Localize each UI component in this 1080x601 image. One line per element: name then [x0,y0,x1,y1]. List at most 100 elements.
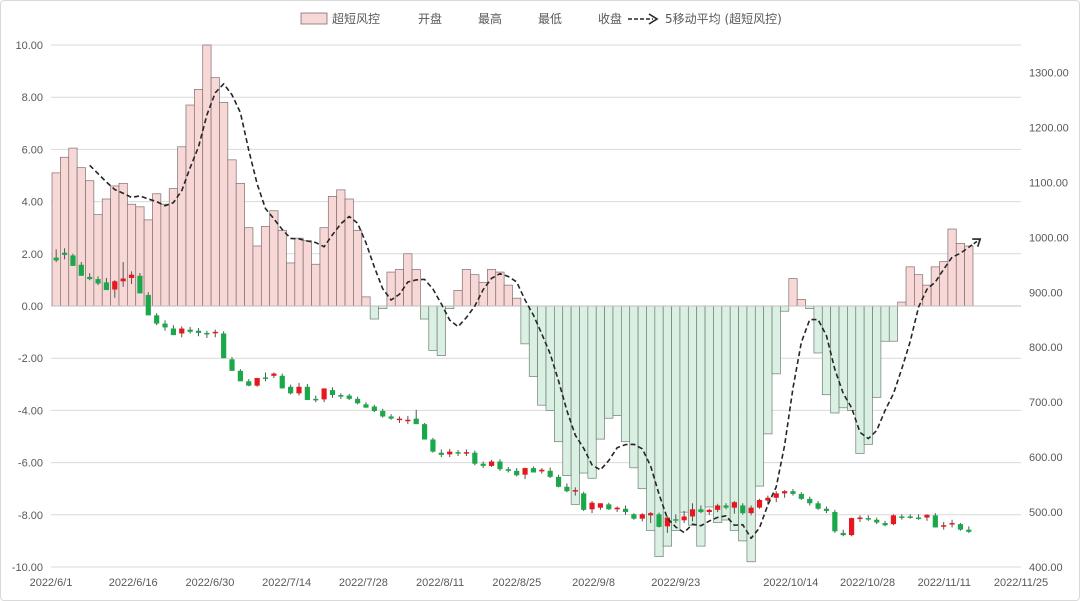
bar [729,305,739,531]
bar [897,301,907,307]
y-left-tick-label: -10.00 [12,562,43,574]
bar [302,240,312,307]
candle-body [932,515,938,528]
bar [595,305,605,440]
bar [520,305,530,345]
legend: 超短风控 开盘 最高 最低 收盘 5移动平均 (超短风控) [300,11,782,26]
bar [487,269,497,307]
y-right-tick-label: 1000.00 [1029,232,1069,244]
candle-body [639,514,645,519]
candle-body [731,502,737,508]
candle-body [271,373,277,376]
x-tick-label: 2022/8/25 [492,577,541,589]
candle-body [246,381,252,386]
y-right-tick-label: 800.00 [1029,342,1063,354]
candle-body [137,275,143,294]
candle-body [765,497,771,501]
bar [470,274,480,307]
bar [662,305,672,547]
candle-body [53,257,59,261]
bar [754,305,765,487]
y-right-tick-label: 600.00 [1029,452,1063,464]
candle-body [773,493,779,498]
x-tick-label: 2022/7/28 [339,577,388,589]
x-tick-label: 2022/9/23 [651,577,700,589]
y-right-tick-label: 1100.00 [1029,177,1068,189]
candle-body [103,282,110,291]
candle-body [61,252,68,255]
candle-body [790,491,796,494]
candle-body [798,493,804,499]
candle-body [865,518,871,520]
y-left-tick-label: 0.00 [22,301,43,313]
candle-body [656,514,662,527]
x-tick-label: 2022/11/11 [918,577,971,589]
x-tick-label: 2022/9/8 [572,577,615,589]
y-left-tick-label: 6.00 [22,144,43,156]
bar [436,305,446,356]
bar [319,227,329,307]
bar [85,180,95,307]
candle-body [606,504,612,510]
bar [604,305,614,419]
legend-label: 5移动平均 (超短风控) [665,11,782,26]
bar [796,299,806,307]
bar [386,271,396,307]
candle-body [614,507,620,510]
bar [185,104,195,307]
moving-average-arrow-stem [968,238,981,248]
candle-body [539,469,545,472]
bar [93,214,103,307]
candle-body [689,509,696,517]
bar [311,263,321,307]
bar [704,305,714,508]
candle-body [782,491,788,494]
bar [327,196,338,307]
candle-body [120,278,126,282]
bar [269,210,279,307]
candle-body [371,406,377,411]
bar [746,305,756,563]
candle-body [170,328,176,336]
candle-body [195,330,202,333]
candle-body [840,532,846,536]
candle-body [597,503,604,508]
bar [620,305,631,443]
bar [286,262,296,307]
bar [587,305,597,479]
candle-body [681,516,687,521]
candle-body [112,281,118,290]
bar [461,269,471,307]
candle-body [237,370,243,382]
bar [713,305,723,523]
bar [411,269,421,307]
bar [394,269,404,307]
x-tick-label: 2022/10/14 [763,577,818,589]
candle-body [823,508,830,511]
bar [512,297,522,307]
candle-body [698,509,704,513]
candle-body [899,516,905,518]
candle-body [254,377,260,386]
candle-body [706,509,712,513]
candle-body [756,499,763,508]
candle-body [915,517,922,520]
y-left-tick-label: -2.00 [18,353,43,365]
candle-body [304,386,310,400]
bar [955,243,965,307]
candle-body [154,315,160,324]
bar [353,229,363,307]
bar [152,193,162,307]
bar [813,305,823,354]
candle-body [874,519,880,523]
candle-body [70,255,76,266]
candle-body [480,463,486,466]
candle-body [413,418,419,425]
candle-body [187,329,193,332]
bar [880,305,890,342]
x-tick-label: 2022/6/30 [185,577,234,589]
candle-body [715,505,721,510]
candle-body [313,398,319,401]
candle-body [405,419,411,422]
